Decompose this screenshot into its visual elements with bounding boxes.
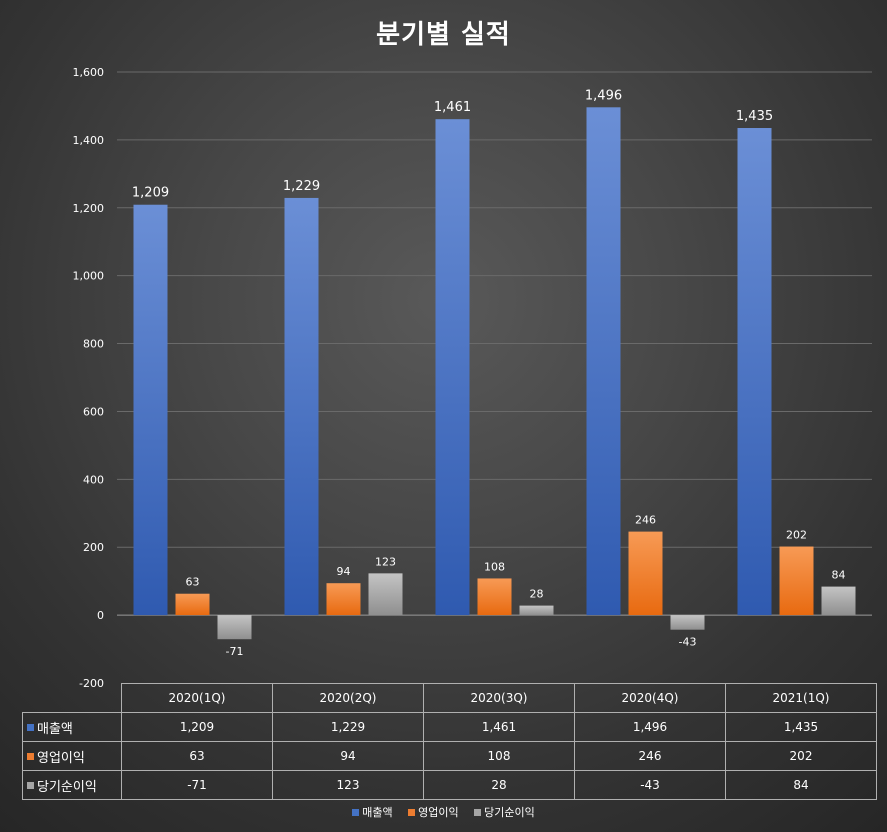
table-cell: 1,229	[272, 712, 424, 742]
data-label: 1,229	[283, 179, 320, 194]
table-row: 당기순이익 -71 123 28 -43 84	[22, 770, 877, 800]
table-header-cell: 2020(2Q)	[272, 683, 424, 713]
table-cell: 202	[725, 741, 877, 771]
bar	[737, 128, 772, 616]
y-tick-label: -200	[79, 677, 104, 690]
bar	[779, 546, 814, 616]
table-cell: 123	[272, 770, 424, 800]
y-axis: -200 0 200 400 600 800 1,000 1,200 1,400 1,600	[73, 66, 105, 690]
table-header-cell: 2021(1Q)	[725, 683, 877, 713]
table-cell: -71	[121, 770, 273, 800]
bar	[477, 578, 512, 616]
bar	[368, 573, 403, 616]
y-tick-label: 600	[83, 405, 104, 418]
y-tick-label: 1,600	[73, 66, 105, 79]
data-labels: 1,209 63 -71 1,229 94 123 1,461 108 28 1,496 246 -4…	[132, 88, 846, 658]
data-label: 1,496	[585, 88, 622, 103]
data-label: 63	[186, 576, 200, 589]
bar	[435, 119, 470, 616]
bar	[284, 197, 319, 616]
legend-item: 매출액	[352, 804, 393, 820]
data-label: 94	[337, 565, 351, 578]
table-row-label: 당기순이익	[37, 779, 97, 795]
data-label: -71	[226, 645, 244, 658]
table-cell: 63	[121, 741, 273, 771]
table-header-row: 2020(1Q) 2020(2Q) 2020(3Q) 2020(4Q) 2021…	[23, 683, 877, 713]
table-cell: -43	[574, 770, 726, 800]
legend-item: 당기순이익	[474, 804, 535, 820]
data-label: 1,435	[736, 109, 773, 124]
table-corner	[23, 684, 122, 713]
bar	[586, 107, 621, 616]
data-label: 28	[530, 588, 544, 601]
y-tick-label: 1,000	[73, 270, 105, 283]
bar	[670, 615, 705, 630]
table-cell: 84	[725, 770, 877, 800]
chart-title: 분기별 실적	[376, 20, 511, 50]
data-label: 108	[484, 560, 505, 573]
bar	[175, 593, 210, 616]
legend-swatch	[408, 809, 416, 816]
data-label: 246	[635, 514, 656, 527]
table-row: 매출액 1,209 1,229 1,461 1,496 1,435	[22, 712, 877, 742]
table-cell: 246	[574, 741, 726, 771]
y-tick-label: 0	[97, 609, 104, 622]
legend-label: 매출액	[362, 806, 393, 819]
table-header-cell: 2020(1Q)	[121, 683, 273, 713]
table-cell: 1,461	[423, 712, 575, 742]
data-label: 84	[832, 569, 846, 582]
data-label: 1,209	[132, 186, 169, 201]
table-header-cell: 2020(3Q)	[423, 683, 575, 713]
legend-item: 영업이익	[408, 804, 459, 820]
data-table: 2020(1Q) 2020(2Q) 2020(3Q) 2020(4Q) 2021…	[22, 683, 877, 800]
table-row-label: 매출액	[37, 721, 73, 737]
table-row: 영업이익 63 94 108 246 202	[22, 741, 877, 771]
series-swatch	[27, 752, 34, 760]
data-label: 1,461	[434, 100, 471, 115]
table-row-header: 매출액	[22, 712, 122, 742]
bar	[519, 605, 554, 616]
data-label: 202	[786, 529, 807, 542]
y-tick-label: 200	[83, 541, 104, 554]
legend-swatch	[474, 809, 482, 816]
table-header-cell: 2020(4Q)	[574, 683, 726, 713]
table-cell: 1,435	[725, 712, 877, 742]
table-cell: 28	[423, 770, 575, 800]
y-tick-label: 1,200	[73, 202, 105, 215]
legend-label: 당기순이익	[484, 806, 535, 819]
table-cell: 1,496	[574, 712, 726, 742]
bars	[133, 107, 856, 640]
series-swatch	[27, 723, 34, 731]
bar	[326, 583, 361, 616]
bar	[133, 204, 168, 616]
table-row-label: 영업이익	[37, 750, 85, 766]
legend-label: 영업이익	[418, 806, 459, 819]
bar	[821, 586, 856, 616]
y-tick-label: 800	[83, 338, 104, 351]
legend-swatch	[352, 809, 360, 816]
data-label: -43	[679, 636, 697, 649]
table-row-header: 영업이익	[22, 741, 122, 771]
table-row-header: 당기순이익	[22, 770, 122, 800]
table-cell: 1,209	[121, 712, 273, 742]
table-cell: 108	[423, 741, 575, 771]
legend: 매출액 영업이익 당기순이익	[0, 804, 887, 820]
bar	[217, 615, 252, 640]
series-swatch	[27, 781, 34, 789]
table-cell: 94	[272, 741, 424, 771]
data-label: 123	[375, 555, 396, 568]
bar	[628, 531, 663, 616]
y-tick-label: 1,400	[73, 134, 105, 147]
y-tick-label: 400	[83, 473, 104, 486]
